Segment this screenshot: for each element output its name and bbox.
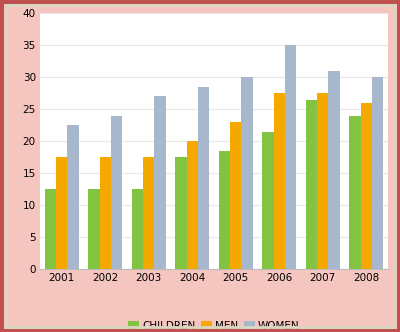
Bar <box>154 96 166 269</box>
Bar <box>285 45 296 269</box>
Bar <box>328 71 340 269</box>
Bar <box>143 157 154 269</box>
Bar <box>175 157 186 269</box>
Bar <box>100 157 111 269</box>
Bar <box>372 77 383 269</box>
Bar <box>186 141 198 269</box>
Bar <box>262 131 274 269</box>
Bar <box>317 93 328 269</box>
Bar <box>198 87 209 269</box>
Bar <box>88 189 100 269</box>
Bar <box>68 125 79 269</box>
Bar <box>306 100 317 269</box>
Bar <box>360 103 372 269</box>
Bar <box>349 116 360 269</box>
Bar <box>132 189 143 269</box>
Bar <box>242 77 253 269</box>
Bar <box>230 122 242 269</box>
Legend: CHILDREN, MEN, WOMEN: CHILDREN, MEN, WOMEN <box>124 317 304 332</box>
Bar <box>274 93 285 269</box>
Bar <box>111 116 122 269</box>
Bar <box>56 157 68 269</box>
Bar <box>219 151 230 269</box>
Bar <box>45 189 56 269</box>
